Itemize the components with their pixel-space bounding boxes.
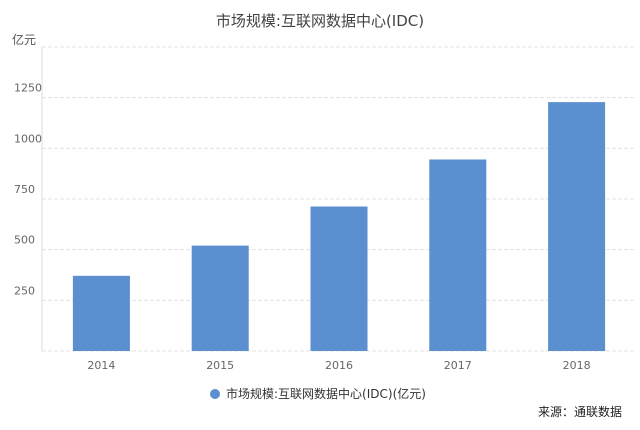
bar [72, 275, 130, 351]
x-tick-label: 2018 [563, 359, 591, 372]
x-tick-label: 2014 [87, 359, 115, 372]
y-tick-label: 750 [14, 183, 35, 196]
y-tick-label: 1000 [14, 132, 42, 145]
bar [548, 102, 606, 351]
y-axis-unit: 亿元 [12, 32, 36, 47]
bar [191, 245, 249, 351]
legend-marker [210, 389, 220, 399]
source: 来源：通联数据 [538, 404, 622, 419]
chart-title: 市场规模:互联网数据中心(IDC) [216, 12, 424, 30]
x-tick-label: 2015 [206, 359, 234, 372]
y-tick-label: 500 [14, 234, 35, 247]
y-tick-label: 250 [14, 284, 35, 297]
x-tick-label: 2016 [325, 359, 353, 372]
legend-label: 市场规模:互联网数据中心(IDC)(亿元) [226, 386, 426, 401]
x-tick-label: 2017 [444, 359, 472, 372]
y-tick-label: 1250 [14, 82, 42, 95]
bar [429, 159, 487, 351]
bar [310, 206, 368, 351]
